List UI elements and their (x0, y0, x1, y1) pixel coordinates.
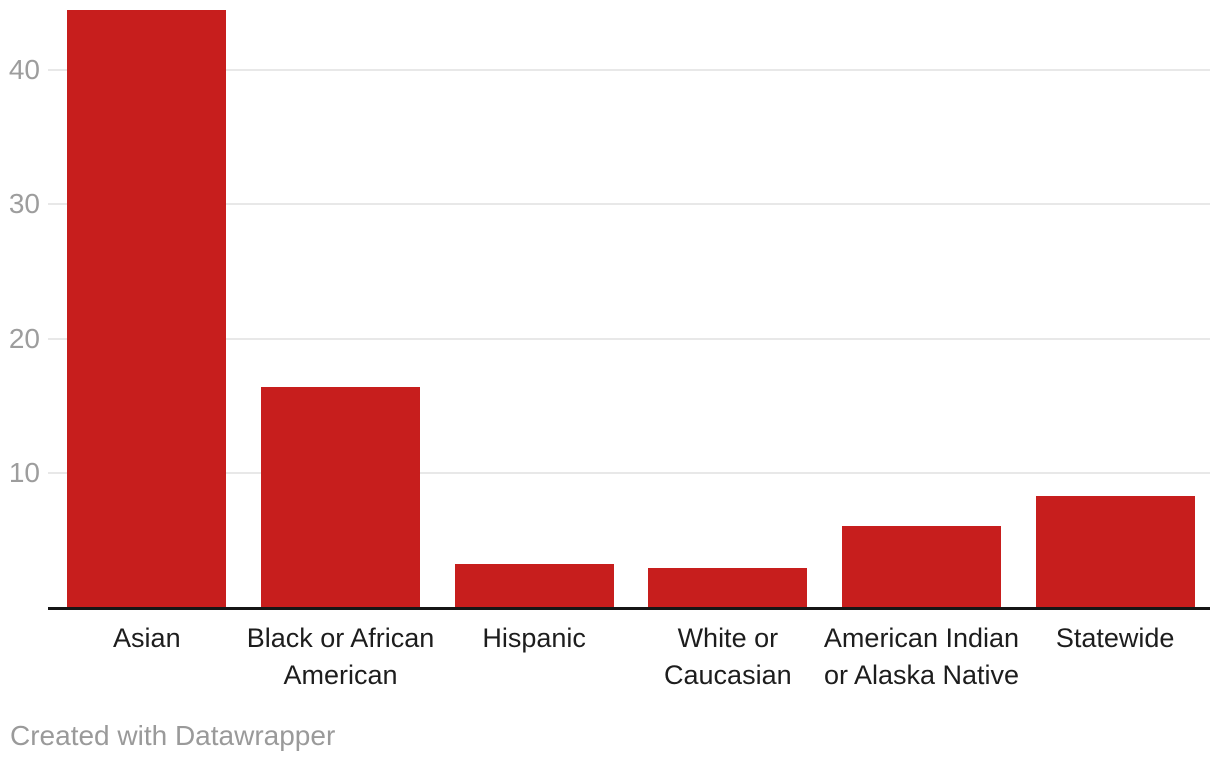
category-label-line: Statewide (1055, 623, 1175, 653)
x-axis-baseline (48, 607, 1210, 610)
gridline-40 (48, 69, 1210, 71)
gridline-20 (48, 337, 1210, 340)
gridline-10 (48, 471, 1210, 474)
y-tick-label-40: 40 (8, 54, 40, 85)
y-tick-label-20: 20 (8, 322, 40, 354)
y-tick-label-30: 30 (8, 188, 40, 220)
category-label-line: White or (677, 623, 779, 653)
bar-american-indian-or-alaska-native (842, 526, 1001, 607)
category-label-hispanic: Hispanic (417, 620, 651, 657)
category-label-line: Caucasian (664, 660, 792, 690)
datawrapper-credit-link[interactable]: Created with Datawrapper (10, 720, 336, 751)
category-label-line: or Alaska Native (823, 660, 1020, 690)
category-label-line: Hispanic (482, 623, 586, 653)
bar-white-or-caucasian (648, 568, 808, 607)
bar-statewide (1035, 495, 1195, 607)
category-label-white-or-caucasian: White or Caucasian (611, 620, 845, 694)
category-label-line: American Indian (823, 623, 1020, 653)
bar-asian (67, 9, 227, 607)
y-tick-label-10: 10 (8, 456, 40, 488)
category-label-black-or-african-american: Black or African American (224, 620, 458, 694)
category-label-line: Asian (113, 623, 181, 653)
category-label-american-indian-or-alaska-native: American Indian or Alaska Native (805, 620, 1039, 694)
category-label-line: American (283, 660, 398, 690)
category-label-statewide: Statewide (998, 620, 1220, 657)
gridline-30 (48, 203, 1210, 206)
category-label-asian: Asian (30, 620, 264, 657)
bar-black-or-african-american (261, 386, 420, 607)
bar-hispanic (454, 564, 614, 607)
category-label-line: Black or African (246, 623, 435, 653)
